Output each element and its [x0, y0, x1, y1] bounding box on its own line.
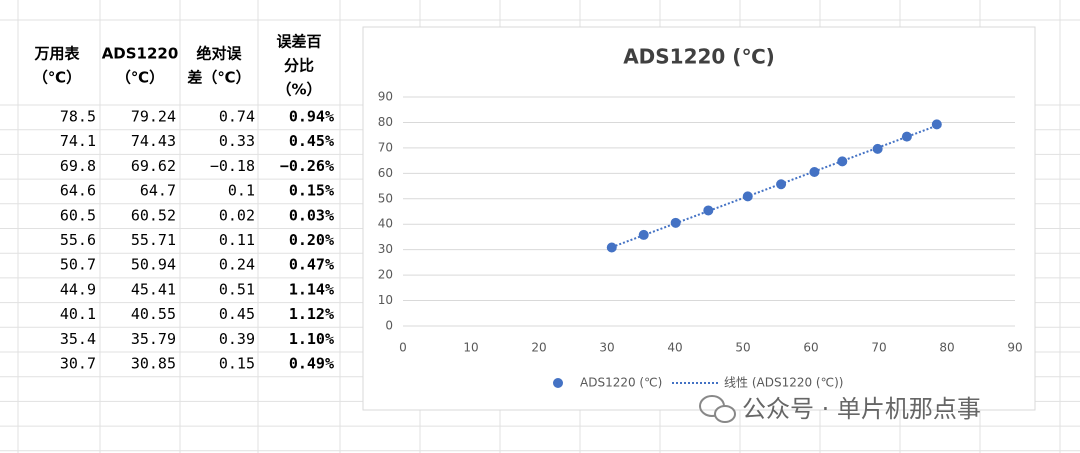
table-cell: 0.74: [219, 108, 255, 126]
table-cell: 35.79: [131, 330, 176, 348]
table-cell: 74.43: [131, 132, 176, 150]
column-header: （℃）: [33, 69, 81, 87]
legend-label: ADS1220 (℃): [580, 376, 662, 390]
table-cell: 74.1: [60, 132, 96, 150]
column-header: 误差百: [276, 33, 321, 51]
table-cell: 1.14%: [289, 280, 334, 298]
column-header: （℃）: [116, 69, 164, 87]
table-cell: 30.7: [60, 355, 96, 373]
x-tick-label: 70: [871, 341, 886, 355]
table-cell: 69.8: [60, 157, 96, 175]
y-tick-label: 60: [378, 166, 393, 180]
y-tick-label: 30: [378, 242, 393, 256]
x-tick-label: 60: [803, 341, 818, 355]
table-cell: 0.47%: [289, 256, 334, 274]
point: [670, 217, 681, 228]
table-cell: 30.85: [131, 355, 176, 373]
table-cell: 40.1: [60, 305, 96, 323]
table-cell: 64.7: [140, 182, 176, 200]
table-cell: 50.94: [131, 256, 176, 274]
x-tick-label: 10: [463, 341, 478, 355]
point: [638, 229, 649, 240]
table-cell: 44.9: [60, 280, 96, 298]
table-cell: 0.45%: [289, 132, 334, 150]
column-header: 万用表: [33, 45, 80, 63]
table-cell: 79.24: [131, 108, 176, 126]
point: [742, 191, 753, 202]
table-cell: 0.1: [228, 182, 255, 200]
x-tick-label: 0: [399, 341, 407, 355]
y-tick-label: 40: [378, 217, 393, 231]
table-cell: 0.49%: [289, 355, 334, 373]
table-cell: 0.33: [219, 132, 255, 150]
table-cell: 0.15: [219, 355, 255, 373]
chart-title: ADS1220 (℃): [623, 45, 775, 69]
point: [931, 119, 942, 130]
table-cell: 0.03%: [289, 206, 334, 224]
table-cell: 1.10%: [289, 330, 334, 348]
table-cell: 55.6: [60, 231, 96, 249]
watermark-icon: [699, 395, 736, 423]
table-cell: 45.41: [131, 280, 176, 298]
table-cell: 40.55: [131, 305, 176, 323]
table-cell: 64.6: [60, 182, 96, 200]
table-cell: −0.18: [210, 157, 255, 175]
x-tick-label: 50: [735, 341, 750, 355]
x-tick-label: 80: [939, 341, 954, 355]
table-cell: 0.45: [219, 305, 255, 323]
point: [872, 143, 883, 154]
column-header: 分比: [284, 57, 314, 75]
point: [776, 179, 787, 190]
table-cell: 1.12%: [289, 305, 334, 323]
legend-label: 线性 (ADS1220 (℃)): [724, 376, 843, 390]
table-cell: 60.52: [131, 206, 176, 224]
table-cell: −0.26%: [280, 157, 334, 175]
column-header: 绝对误: [196, 45, 242, 63]
y-tick-label: 70: [378, 140, 393, 154]
x-tick-label: 20: [531, 341, 546, 355]
trendline: [611, 124, 938, 249]
table-cell: 78.5: [60, 108, 96, 126]
y-tick-label: 90: [378, 90, 393, 104]
y-tick-label: 10: [378, 293, 393, 307]
x-tick-label: 90: [1007, 341, 1022, 355]
y-tick-label: 50: [378, 191, 393, 205]
table-cell: 0.02: [219, 206, 255, 224]
table-cell: 0.39: [219, 330, 255, 348]
point: [606, 242, 617, 253]
x-tick-label: 40: [667, 341, 682, 355]
table-cell: 0.20%: [289, 231, 334, 249]
point: [901, 131, 912, 142]
table-cell: 0.51: [219, 280, 255, 298]
table-cell: 0.24: [219, 256, 255, 274]
table-cell: 0.15%: [289, 182, 334, 200]
legend-marker: [553, 378, 563, 388]
watermark: 公众号 · 单片机那点事: [742, 395, 981, 423]
table-cell: 0.94%: [289, 108, 334, 126]
column-header: ADS1220: [102, 45, 179, 63]
y-tick-label: 0: [385, 319, 393, 333]
table-cell: 50.7: [60, 256, 96, 274]
point: [809, 167, 820, 178]
table-cell: 55.71: [131, 231, 176, 249]
table-cell: 60.5: [60, 206, 96, 224]
column-header: 差（℃）: [187, 69, 250, 87]
table-cell: 0.11: [219, 231, 255, 249]
x-tick-label: 30: [599, 341, 614, 355]
table-cell: 69.62: [131, 157, 176, 175]
table-cell: 35.4: [60, 330, 96, 348]
y-tick-label: 80: [378, 115, 393, 129]
column-header: （%）: [276, 81, 321, 99]
point: [837, 156, 848, 167]
point: [703, 205, 714, 216]
chart-area: [362, 26, 1036, 411]
y-tick-label: 20: [378, 268, 393, 282]
